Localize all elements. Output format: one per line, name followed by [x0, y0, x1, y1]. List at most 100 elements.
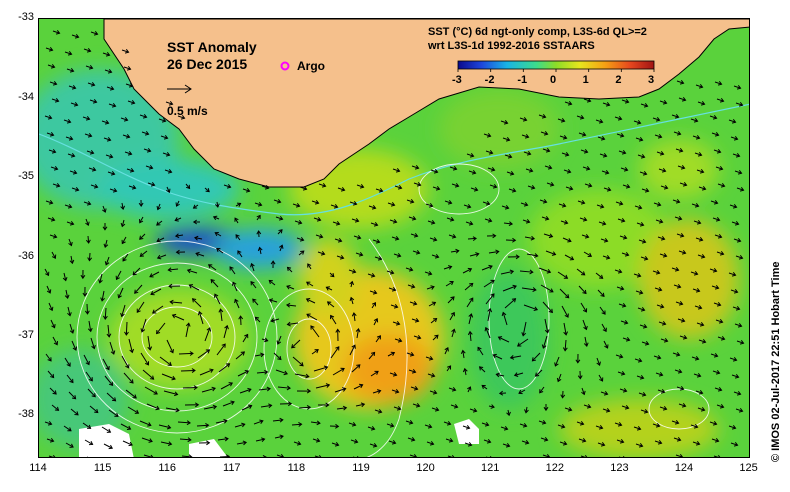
current-vector-head — [674, 267, 680, 272]
current-vector — [559, 441, 567, 445]
current-vector — [368, 205, 376, 209]
current-vector-head — [409, 352, 415, 357]
current-vector-head — [511, 188, 517, 193]
current-vector — [215, 420, 227, 424]
current-vector — [102, 52, 110, 56]
current-vector — [424, 271, 432, 275]
current-vector — [375, 188, 383, 192]
current-vector-head — [675, 352, 681, 357]
current-vector — [578, 285, 587, 294]
current-vector — [692, 441, 700, 445]
current-vector-head — [598, 119, 604, 124]
current-vector — [84, 133, 92, 137]
current-vector — [87, 456, 89, 457]
current-vector-head — [72, 170, 78, 175]
current-vector-head — [54, 98, 60, 103]
current-vector-head — [120, 205, 126, 211]
current-vector — [46, 285, 51, 294]
current-vector — [386, 423, 394, 427]
current-vector — [679, 182, 687, 186]
current-vector-head — [333, 204, 339, 209]
current-vector-head — [548, 308, 553, 314]
current-vector — [656, 151, 664, 155]
current-vector-head — [127, 151, 133, 156]
current-vector-head — [325, 402, 330, 408]
current-vector-head — [371, 205, 377, 210]
current-vector — [557, 118, 565, 122]
current-vector — [715, 319, 723, 323]
current-vector-head — [675, 199, 681, 204]
current-vector-head — [124, 49, 130, 54]
current-vector — [85, 65, 93, 69]
current-vector — [276, 454, 284, 457]
current-vector — [197, 349, 210, 359]
current-vector-head — [351, 269, 357, 274]
current-vector — [181, 455, 192, 457]
current-vector — [87, 235, 90, 244]
current-vector-head — [226, 184, 232, 189]
current-vector — [614, 422, 622, 426]
current-vector-head — [264, 185, 270, 190]
current-vector — [425, 203, 433, 207]
current-vector-head — [695, 441, 701, 446]
current-vector — [426, 441, 434, 445]
current-vector — [510, 355, 522, 359]
current-vector-head — [230, 400, 235, 406]
current-vector-head — [582, 217, 588, 222]
current-vector-head — [389, 423, 395, 428]
current-vector — [156, 237, 165, 242]
current-vector-head — [91, 344, 96, 350]
current-vector — [44, 268, 49, 276]
current-vector-head — [228, 382, 234, 387]
current-vector — [69, 170, 77, 174]
current-vector — [64, 357, 71, 367]
current-vector — [369, 290, 377, 294]
current-vector — [71, 340, 77, 351]
current-vector-head — [603, 238, 609, 243]
current-vector — [140, 352, 149, 366]
current-vector — [369, 443, 377, 447]
map-title: SST Anomaly — [167, 39, 257, 55]
current-vector-head — [542, 199, 548, 204]
current-vector — [391, 389, 399, 393]
current-vector — [104, 239, 108, 248]
current-vector-head — [167, 267, 172, 273]
current-vector-head — [335, 346, 340, 351]
current-vector — [293, 441, 301, 445]
current-vector — [87, 388, 96, 398]
current-vector-head — [214, 231, 219, 237]
current-vector-head — [90, 82, 96, 87]
current-vector — [470, 187, 478, 191]
current-vector-head — [47, 115, 53, 120]
current-vector — [375, 335, 381, 343]
current-vector-head — [224, 436, 229, 442]
current-vector-head — [495, 249, 500, 255]
current-vector — [234, 299, 240, 309]
colorbar-tick-label: -2 — [484, 74, 495, 86]
current-vector-head — [234, 217, 239, 222]
current-vector — [485, 293, 495, 305]
current-vector-head — [581, 271, 586, 276]
longitude-label: 115 — [93, 462, 112, 474]
current-vector-head — [155, 405, 160, 411]
current-vector-head — [121, 239, 126, 245]
current-vector — [253, 420, 264, 425]
current-vector — [619, 456, 621, 457]
sst-anomaly-map: SST Anomaly 26 Dec 2015 Argo 0.5 m/s SST… — [38, 18, 750, 458]
current-vector — [620, 320, 628, 324]
current-vector — [388, 287, 396, 291]
current-vector-head — [484, 326, 490, 332]
current-vector-head — [505, 443, 511, 448]
current-vector — [120, 423, 131, 430]
current-vector — [86, 303, 89, 314]
current-vector-head — [506, 411, 511, 417]
current-vector — [658, 168, 666, 172]
current-vector-head — [360, 402, 366, 408]
colorbar-tick-label: 2 — [615, 74, 622, 86]
current-vector — [595, 272, 603, 279]
current-vector-head — [87, 327, 93, 333]
current-vector — [638, 239, 646, 243]
current-vector — [185, 183, 190, 189]
current-vector — [371, 302, 376, 309]
current-vector-head — [481, 384, 486, 390]
